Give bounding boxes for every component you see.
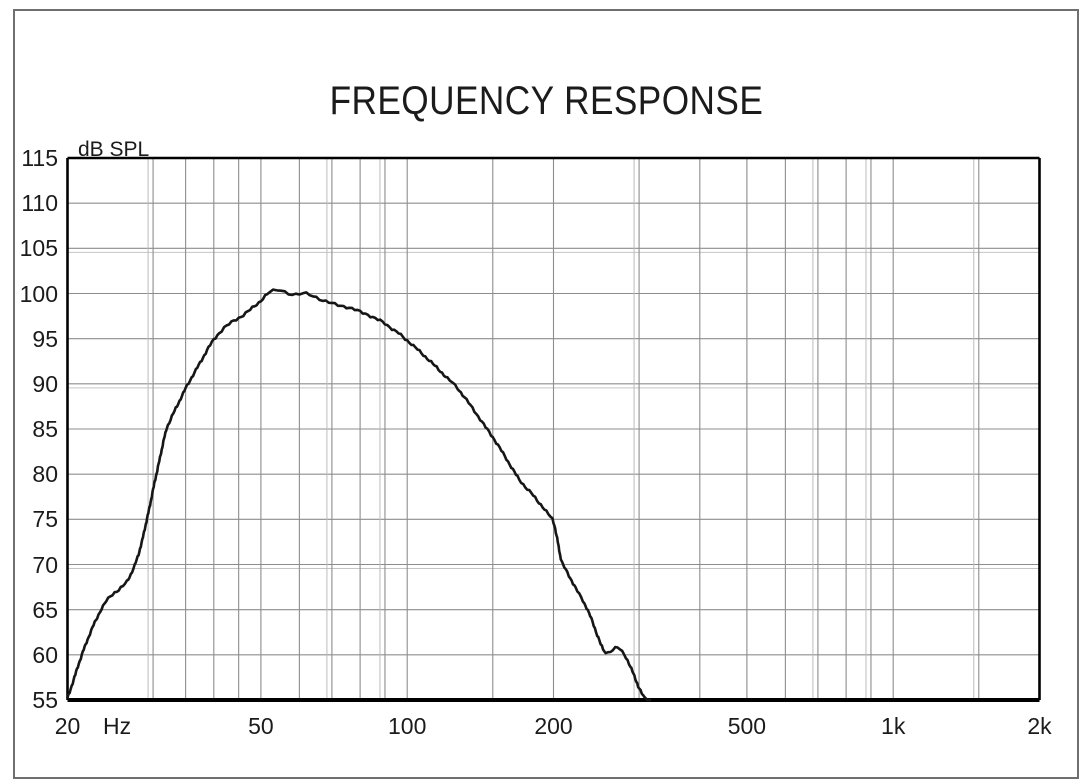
x-tick-label: 100 — [388, 713, 427, 739]
y-tick-label: 115 — [21, 145, 58, 171]
x-tick-label: 500 — [727, 713, 767, 739]
y-tick-label: 105 — [19, 235, 58, 262]
x-tick-label: 20 — [54, 713, 81, 739]
y-tick-label: 65 — [32, 596, 58, 623]
spl-response-curve — [66, 288, 652, 702]
x-tick-label: 2k — [1027, 713, 1052, 739]
y-tick-label: 85 — [32, 416, 58, 442]
y-tick-label: 60 — [32, 641, 58, 668]
y-axis-unit-label: dB SPL — [78, 138, 150, 161]
y-tick-label: 90 — [32, 370, 58, 397]
y-tick-label: 80 — [32, 461, 58, 488]
outer-border: FREQUENCY RESPONSE dB SPL — [13, 9, 1079, 779]
x-tick-label: 1k — [881, 713, 906, 739]
y-tick-label: 70 — [32, 551, 58, 578]
y-tick-label: 55 — [32, 687, 58, 713]
y-tick-label: 75 — [32, 506, 58, 533]
x-axis-unit-label: Hz — [103, 713, 132, 739]
y-tick-label: 95 — [32, 325, 58, 352]
chart-title-text: FREQUENCY RESPONSE — [329, 79, 763, 123]
chart-title: FREQUENCY RESPONSE — [15, 79, 1077, 124]
y-tick-label: 100 — [19, 280, 58, 307]
x-tick-label: 200 — [534, 713, 573, 739]
x-tick-label: 50 — [248, 713, 274, 739]
y-tick-label: 110 — [21, 190, 58, 217]
